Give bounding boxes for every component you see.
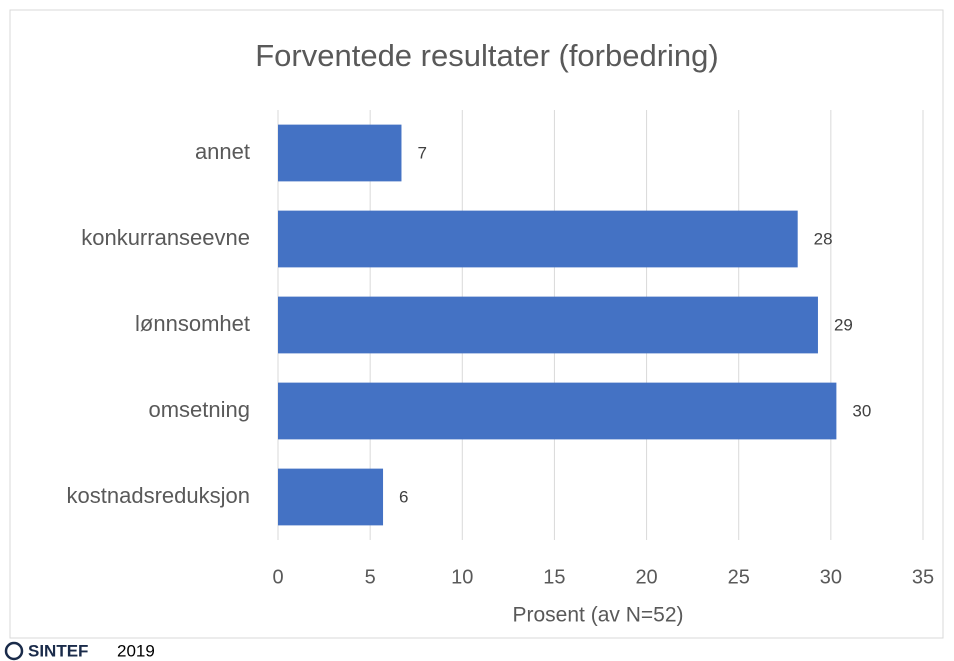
data-label: 6 bbox=[399, 487, 408, 506]
y-tick-label: lønnsomhet bbox=[135, 311, 250, 336]
bar bbox=[278, 382, 837, 440]
bar bbox=[278, 468, 384, 526]
data-label: 28 bbox=[814, 229, 833, 248]
logo-text: SINTEF bbox=[28, 641, 88, 660]
data-label: 29 bbox=[834, 315, 853, 334]
x-tick-label: 10 bbox=[451, 566, 473, 588]
data-label: 30 bbox=[852, 401, 871, 420]
x-tick-label: 5 bbox=[365, 566, 376, 588]
bar bbox=[278, 124, 402, 182]
x-tick-label: 35 bbox=[912, 566, 934, 588]
bar bbox=[278, 210, 798, 268]
data-label: 7 bbox=[417, 143, 426, 162]
y-tick-label: konkurranseevne bbox=[81, 225, 250, 250]
chart-title: Forventede resultater (forbedring) bbox=[255, 38, 719, 73]
x-tick-label: 20 bbox=[635, 566, 657, 588]
x-tick-label: 25 bbox=[728, 566, 750, 588]
footer-year: 2019 bbox=[117, 641, 155, 660]
logo-icon bbox=[4, 641, 24, 661]
y-tick-label: kostnadsreduksjon bbox=[67, 483, 250, 508]
y-tick-label: omsetning bbox=[148, 397, 250, 422]
x-tick-label: 30 bbox=[820, 566, 842, 588]
y-tick-label: annet bbox=[195, 139, 250, 164]
x-tick-label: 15 bbox=[543, 566, 565, 588]
bar bbox=[278, 296, 818, 354]
x-tick-label: 0 bbox=[272, 566, 283, 588]
footer-logo: SINTEF 2019 bbox=[4, 641, 155, 661]
x-axis-label: Prosent (av N=52) bbox=[513, 604, 684, 627]
